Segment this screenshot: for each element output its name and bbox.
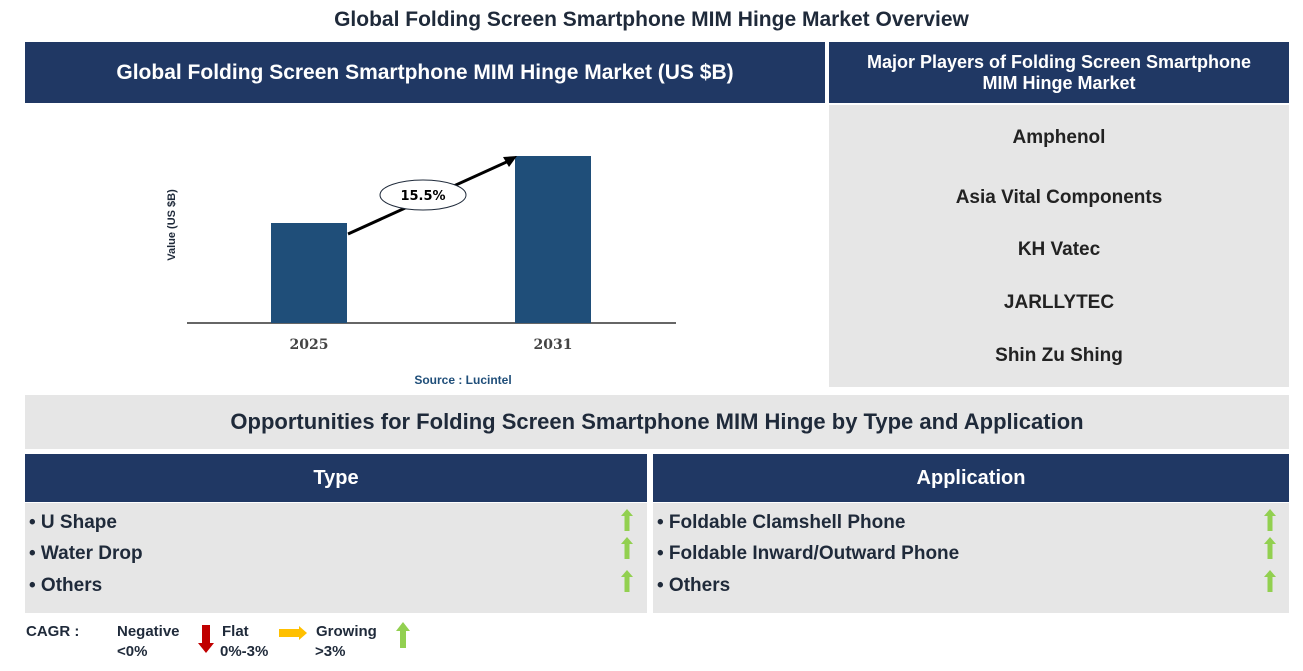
legend-growing-range: >3% <box>315 643 346 660</box>
legend-flat-range: 0%-3% <box>220 643 269 660</box>
cagr-annotation: 15.5% <box>400 189 445 204</box>
growing-arrow-icon <box>1264 570 1276 592</box>
x-tick-label: 2031 <box>534 337 573 353</box>
legend-flat-label: Flat <box>222 623 249 640</box>
type-item: • Others <box>29 575 103 596</box>
growing-arrow-icon <box>621 509 633 531</box>
growing-arrow-icon <box>396 622 410 648</box>
growing-arrow-icon <box>1264 509 1276 531</box>
bar-2031 <box>515 156 591 323</box>
market-chart: Value (US $B) 2025 2031 15.5% Source : Lu… <box>166 156 676 387</box>
type-header: Type <box>25 454 647 502</box>
player-item: Asia Vital Components <box>955 187 1163 208</box>
type-list: • U Shape • Water Drop • Others <box>25 503 647 613</box>
legend-negative-label: Negative <box>117 623 180 640</box>
opportunities-title: Opportunities for Folding Screen Smartph… <box>25 395 1289 449</box>
bar-2025 <box>271 223 347 323</box>
x-tick-label: 2025 <box>290 337 329 353</box>
negative-arrow-icon <box>198 625 214 653</box>
growing-arrow-icon <box>621 570 633 592</box>
growing-arrow-icon <box>621 537 633 559</box>
chart-source: Source : Lucintel <box>414 373 511 387</box>
application-item: • Others <box>657 575 731 596</box>
application-item: • Foldable Inward/Outward Phone <box>657 543 960 564</box>
player-item: Shin Zu Shing <box>995 345 1123 366</box>
y-axis-label: Value (US $B) <box>166 189 178 261</box>
players-panel-header: Major Players of Folding Screen Smartpho… <box>829 42 1289 103</box>
player-item: JARLLYTEC <box>1003 292 1115 313</box>
cagr-ellipse <box>379 179 467 211</box>
application-list: • Foldable Clamshell Phone • Foldable In… <box>653 503 1289 613</box>
players-list: Amphenol Asia Vital Components KH Vatec … <box>829 105 1289 387</box>
growth-arrow-head <box>503 156 517 167</box>
player-item: Amphenol <box>1012 127 1106 148</box>
market-panel-header: Global Folding Screen Smartphone MIM Hin… <box>25 42 825 103</box>
legend-growing-label: Growing <box>316 623 377 640</box>
type-item: • Water Drop <box>29 543 143 564</box>
application-item: • Foldable Clamshell Phone <box>657 512 906 533</box>
application-header: Application <box>653 454 1289 502</box>
type-item: • U Shape <box>29 512 117 533</box>
flat-arrow-icon <box>279 626 307 640</box>
page-title: Global Folding Screen Smartphone MIM Hin… <box>334 8 969 31</box>
player-item: KH Vatec <box>1017 239 1101 260</box>
legend-label: CAGR : <box>26 623 80 640</box>
growing-arrow-icon <box>1264 537 1276 559</box>
legend-negative-range: <0% <box>117 643 148 660</box>
